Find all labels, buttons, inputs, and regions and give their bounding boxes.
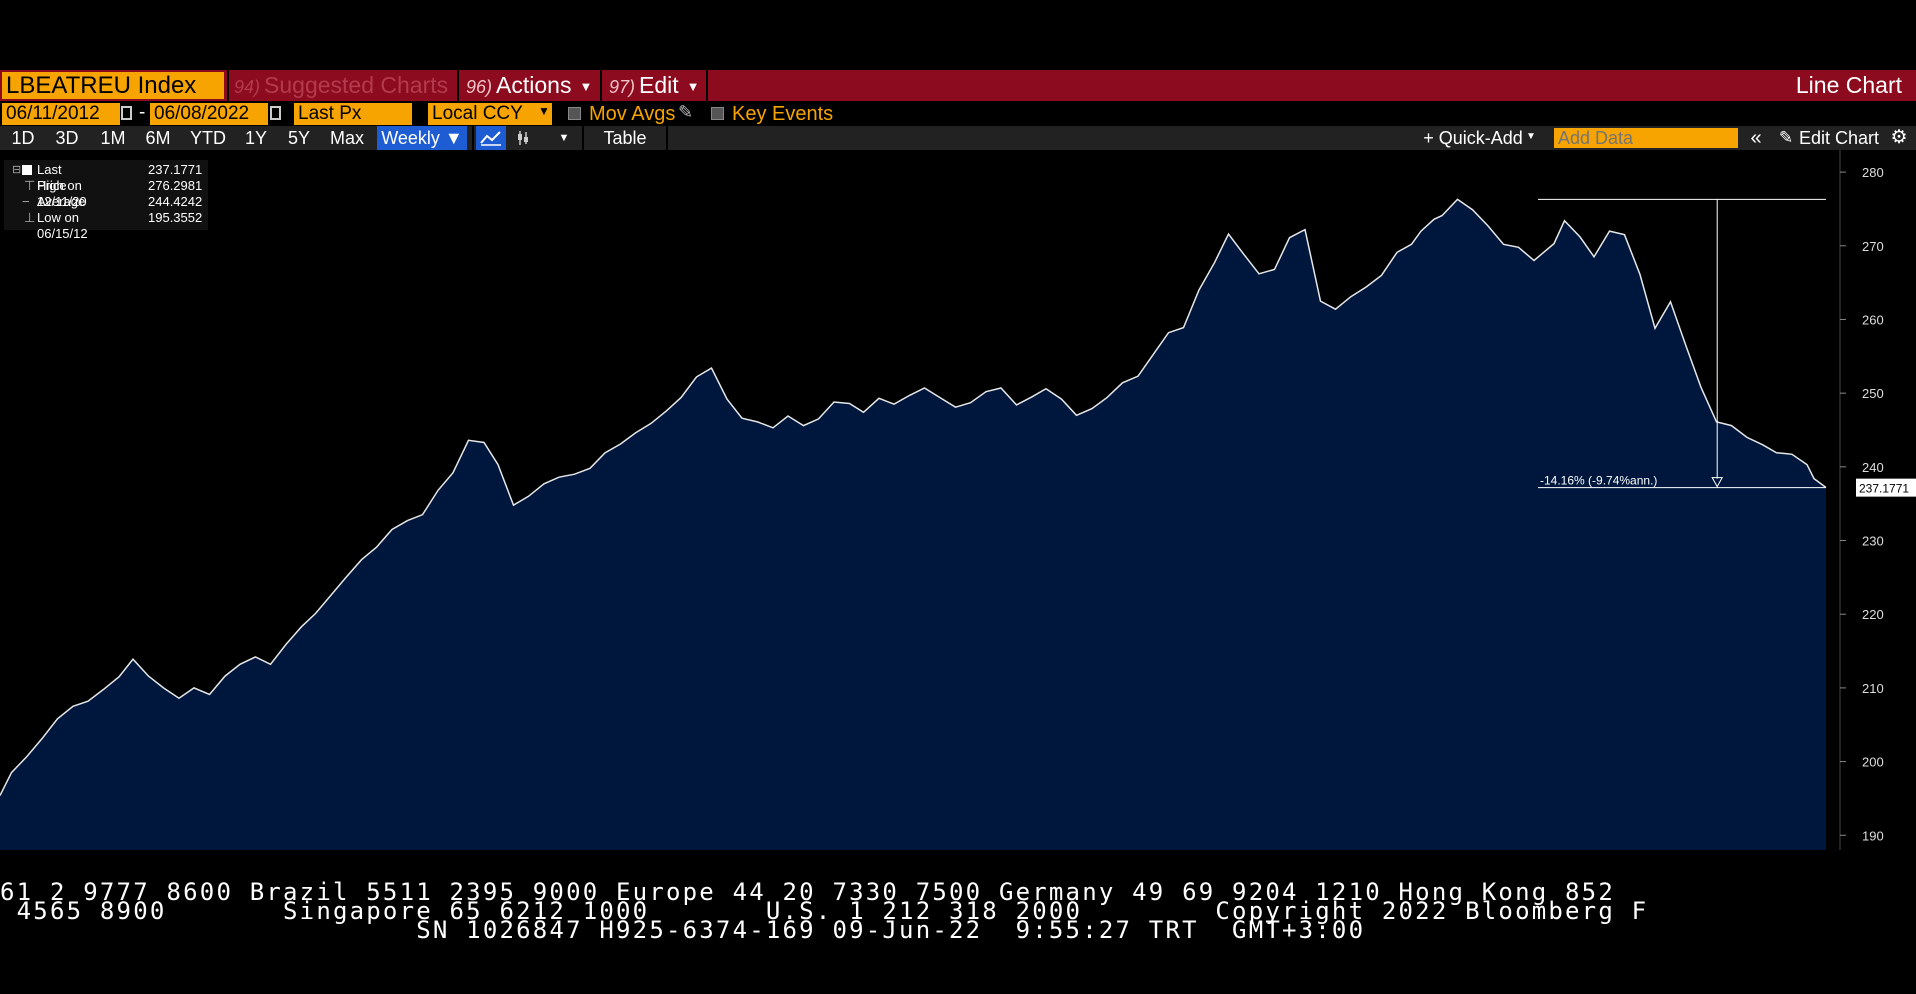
chevron-down-icon: ▼ [686,79,700,95]
separator [472,126,474,150]
last-value-box [1856,478,1916,497]
annotation-arrow [1711,477,1724,488]
menu-number: 97) [609,77,636,97]
range-button-5y[interactable]: 5Y [287,128,311,148]
separator [457,70,459,101]
range-button-3d[interactable]: 3D [55,128,79,148]
price-field-select[interactable]: Last Px [294,103,412,125]
legend-label: Average [37,194,86,209]
y-tick-label: 280 [1862,165,1884,180]
quick-add-button[interactable]: + Quick-Add [1423,128,1523,148]
separator [706,70,708,101]
last-value-label: 237.1771 [1859,482,1909,496]
y-tick-label: 270 [1862,239,1884,254]
y-tick-label: 220 [1862,607,1884,622]
legend-value: 237.1771 [148,162,203,177]
footer-session-line: SN 1026847 H925-6374-169 09-Jun-22 9:55:… [0,916,1366,944]
chart-type-label: Line Chart [1795,72,1902,98]
menu-label: Actions [496,72,572,98]
collapse-icon[interactable]: « [1750,127,1762,149]
range-button-6m[interactable]: 6M [145,128,171,148]
price-line [0,198,1827,796]
legend: ⊟ Last Price 237.1771 ⊤ High on 12/11/20… [4,160,208,241]
range-toolbar: 1D 3D 1M 6M YTD 1Y 5Y Max Weekly ▼ ▼ Tab… [0,126,1916,150]
line-chart: -14.16% (-9.74%ann.) 190 200 210 220 230 240 2… [0,150,1916,850]
y-tick-label: 190 [1862,828,1884,843]
range-button-1y[interactable]: 1Y [244,128,268,148]
drawdown-annotation: -14.16% (-9.74%ann.) [1538,198,1826,489]
menu-number: 96) [466,77,493,97]
title-bar: LBEATREU Index 94) Suggested Charts 96) Ac… [0,70,1916,101]
high-marker-icon: ⊤ [24,178,36,193]
end-date-field[interactable]: 06/08/2022 [150,103,268,125]
range-button-max[interactable]: Max [329,128,364,148]
frequency-select[interactable]: Weekly ▼ [377,126,467,150]
calendar-icon[interactable] [121,106,132,120]
separator [582,126,584,150]
range-button-ytd[interactable]: YTD [190,128,226,148]
start-date-field[interactable]: 06/11/2012 [2,103,120,125]
line-chart-icon[interactable] [476,126,506,150]
separator [227,70,229,101]
currency-select[interactable]: Local CCY [428,103,552,125]
table-button[interactable]: Table [603,128,647,148]
pencil-icon[interactable]: ✎ [678,102,694,122]
range-button-1d[interactable]: 1D [11,128,35,148]
minus-icon: ⊟ [12,164,22,176]
legend-label: High on 12/11/20 [37,178,87,209]
chevron-down-icon: ▼ [538,104,550,118]
legend-value: 244.4242 [148,194,203,209]
date-range-dash: - [139,102,146,123]
add-data-input[interactable] [1554,128,1738,148]
last-value-tag: 237.1771 [1856,478,1916,497]
calendar-icon[interactable] [270,106,281,120]
edit-chart-button[interactable]: Edit Chart [1798,128,1880,148]
y-tick-label: 260 [1862,312,1884,327]
range-button-1m[interactable]: 1M [100,128,126,148]
legend-label: Low on 06/15/12 [37,210,88,241]
y-axis: 190 200 210 220 230 240 250 260 270 280 [1839,150,1884,850]
menu-label: Edit [639,72,679,98]
mov-avgs-checkbox[interactable] [568,107,581,120]
legend-label: Last Price [37,162,67,193]
price-area [0,199,1826,850]
footer-contact-line-2: 4565 8900 Singapore 65 6212 1000 U.S. 1 … [0,897,1649,925]
actions-menu[interactable]: 96) Actions ▼ [466,70,592,101]
menu-number: 94) [234,77,261,97]
pencil-icon[interactable]: ✎ [1778,128,1794,147]
y-tick-label: 250 [1862,386,1884,401]
edit-menu[interactable]: 97) Edit ▼ [609,70,700,101]
footer-contact-line-1: 61 2 9777 8600 Brazil 5511 2395 9000 Eur… [0,878,1615,906]
dropdown-icon[interactable]: ▼ [558,132,570,144]
separator [600,70,602,101]
y-tick-label: 230 [1862,534,1884,549]
separator [666,126,668,150]
mov-avgs-label: Mov Avgs [589,103,676,125]
legend-value: 276.2981 [148,178,203,193]
gear-icon[interactable]: ⚙ [1890,127,1908,148]
candle-icon[interactable] [510,126,536,150]
key-events-checkbox[interactable] [711,107,724,120]
menu-label: Suggested Charts [264,72,449,98]
chevron-down-icon: ▼ [579,79,593,95]
key-events-label: Key Events [732,103,834,125]
average-marker-icon: − [22,194,30,209]
low-marker-icon: ⊥ [24,210,36,225]
chevron-down-icon: ▼ [1526,131,1536,142]
y-tick-label: 210 [1862,681,1884,696]
y-tick-label: 200 [1862,755,1884,770]
legend-value: 195.3552 [148,210,203,225]
y-tick-label: 240 [1862,460,1884,475]
square-marker-icon [22,165,32,175]
suggested-charts-menu[interactable]: 94) Suggested Charts [234,70,448,101]
ticker-field[interactable]: LBEATREU Index [2,72,224,99]
annotation-label: -14.16% (-9.74%ann.) [1540,474,1657,488]
